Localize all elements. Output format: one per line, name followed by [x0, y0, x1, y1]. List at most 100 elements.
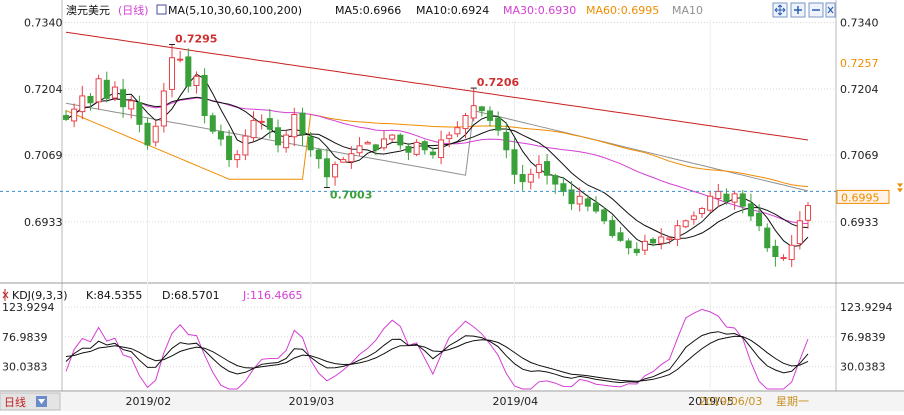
- candle-body: [764, 227, 771, 249]
- candle-body: [511, 149, 518, 175]
- candle: [544, 153, 551, 185]
- candle: [601, 206, 608, 225]
- candle: [584, 194, 591, 212]
- candle-body: [544, 161, 551, 176]
- candle-body: [568, 189, 575, 205]
- y-tick-label-left: 0.6933: [24, 216, 63, 229]
- candle-body: [804, 205, 812, 221]
- candle-body: [250, 119, 257, 139]
- candle: [413, 139, 420, 157]
- candle: [576, 187, 583, 212]
- candle-body: [144, 122, 151, 146]
- move-icon[interactable]: [772, 2, 788, 18]
- close-icon[interactable]: [825, 2, 836, 18]
- candle: [438, 130, 445, 165]
- candle-body: [79, 95, 86, 113]
- cursor-weekday: 星期一: [776, 395, 809, 408]
- candle: [470, 88, 477, 122]
- candle: [682, 219, 689, 229]
- candle: [429, 147, 436, 159]
- candle: [486, 106, 494, 127]
- ma-params: MA(5,10,30,60,100,200): [168, 4, 302, 17]
- y-tick-label-left: 0.7204: [24, 83, 63, 96]
- candle-body: [650, 238, 657, 244]
- cursor-date: 2019/06/03: [699, 395, 762, 408]
- chevron-down-icon: [38, 399, 45, 404]
- chart-header: 澳元美元 (日线) MA(5,10,30,60,100,200) MA5:0.6…: [66, 3, 703, 17]
- kdj-k-value: K:84.5355: [86, 289, 142, 302]
- candle: [266, 108, 273, 139]
- candle: [478, 106, 485, 117]
- candle-body: [503, 131, 510, 151]
- timeframe-tab[interactable]: 日线: [0, 392, 61, 411]
- kdj-j-line: [65, 308, 809, 390]
- candle-body: [258, 120, 265, 123]
- candle-body: [698, 208, 706, 215]
- candle-body: [168, 57, 176, 90]
- candle-body: [535, 163, 542, 174]
- candle: [454, 121, 461, 138]
- candle-body: [315, 149, 322, 160]
- candle-body: [486, 110, 494, 121]
- candle-body: [609, 220, 616, 236]
- kdj-tick-right: 30.0383: [840, 361, 886, 374]
- candle: [87, 92, 94, 111]
- candle-body: [340, 159, 347, 163]
- candle-body: [323, 158, 330, 178]
- candle-body: [160, 90, 167, 127]
- candle: [690, 211, 697, 225]
- y-tick-label-right: 0.7204: [840, 83, 879, 96]
- ma-right-label: 0.7257: [840, 57, 879, 70]
- candle: [71, 103, 78, 128]
- candle: [625, 238, 632, 255]
- candle-body: [576, 195, 583, 205]
- candle-body: [715, 190, 722, 199]
- ma100-line: [65, 102, 809, 192]
- candle-body: [71, 108, 78, 122]
- candle-body: [364, 141, 371, 145]
- candle-body: [87, 95, 94, 104]
- candle-body: [780, 257, 787, 260]
- candle: [144, 117, 151, 150]
- ma30-line: [65, 97, 809, 225]
- price-axis: 0.7340 0.7340 0.7204 0.7204 0.7069 0.7069 0.69…: [24, 16, 879, 228]
- candle-body: [723, 193, 730, 202]
- candle-body: [307, 136, 314, 151]
- candle-body: [291, 114, 298, 138]
- crosshair-icon[interactable]: [2, 289, 9, 301]
- candle-body: [690, 215, 697, 220]
- candle-body: [103, 79, 110, 99]
- x-tick-label: 2019/05: [688, 395, 734, 408]
- ma10-value: MA10:0.6924: [416, 4, 489, 17]
- candle: [136, 95, 143, 133]
- candle: [495, 111, 502, 136]
- candle-body: [380, 138, 388, 149]
- candle: [185, 48, 192, 93]
- candle-body: [128, 100, 135, 110]
- candle-body: [266, 118, 273, 130]
- candle-body: [772, 245, 779, 258]
- candle: [160, 82, 167, 133]
- candle: [527, 168, 534, 190]
- candle-body: [389, 134, 396, 140]
- candle-body: [625, 240, 632, 249]
- candle-body: [429, 151, 436, 156]
- current-price-label: 0.6995: [841, 191, 880, 204]
- kdj-d-line: [65, 335, 809, 382]
- zoom-in-icon[interactable]: [790, 2, 806, 18]
- candle: [152, 119, 159, 147]
- candle-body: [674, 225, 681, 240]
- ma100-value: MA10: [672, 4, 703, 17]
- timeframe-tab-label[interactable]: 日线: [4, 395, 26, 409]
- period-label[interactable]: (日线): [118, 3, 149, 17]
- candle: [397, 133, 404, 150]
- candle-body: [356, 145, 363, 154]
- candle-body: [348, 153, 355, 163]
- candle-body: [201, 74, 208, 116]
- candle: [283, 130, 290, 153]
- zoom-out-icon[interactable]: [808, 2, 824, 18]
- ma-toggle-icon[interactable]: [156, 4, 167, 15]
- high-label: 0.7206: [477, 76, 520, 89]
